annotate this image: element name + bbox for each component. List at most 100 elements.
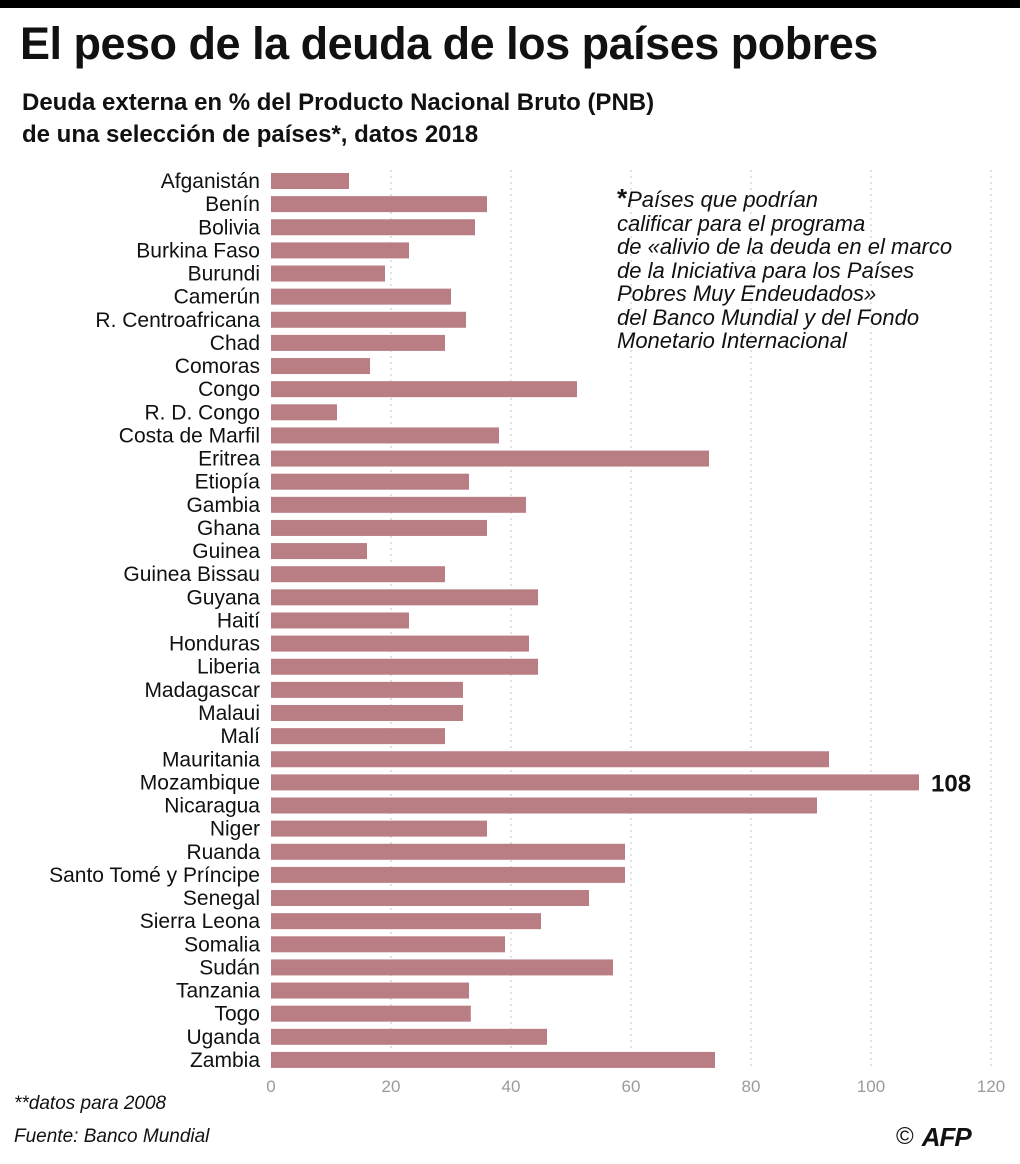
category-label: Guinea [192,540,260,563]
category-label: Togo [214,1003,260,1026]
category-label: Mauritania [162,748,260,771]
category-label: Sudán [199,956,260,979]
bar [271,751,829,768]
category-label: Ghana [197,517,260,540]
chart-subtitle: Deuda externa en % del Producto Nacional… [22,87,654,151]
afp-logo: AFP [921,1121,972,1152]
category-label: Bolivia [198,216,260,239]
x-tick-label: 80 [742,1077,761,1096]
category-label: Nicaragua [164,795,260,818]
bar [271,566,445,583]
category-label: Haití [217,609,260,632]
bar [271,589,538,606]
bar [271,496,526,513]
category-label: Somalia [184,933,260,956]
bar [271,959,613,976]
x-tick-label: 20 [382,1077,401,1096]
top-rule [0,0,1020,8]
bar [271,866,625,883]
category-label: Madagascar [144,679,260,702]
category-label: Costa de Marfil [119,424,260,447]
bar [271,288,451,305]
x-tick-label: 0 [266,1077,275,1096]
category-label: Congo [198,378,260,401]
footnote: **datos para 2008 [14,1093,167,1114]
bar [271,982,469,999]
bar [271,612,409,629]
source-note: Fuente: Banco Mundial [14,1126,210,1147]
bar [271,1005,471,1022]
category-label: Niger [210,818,260,841]
x-tick-label: 40 [502,1077,521,1096]
category-label: Santo Tomé y Príncipe [49,864,260,887]
bar [271,543,367,560]
category-label: Sierra Leona [140,910,261,933]
category-label: Comoras [175,355,260,378]
category-label: Benín [205,193,260,216]
bar [271,728,445,745]
bar [271,820,487,837]
bar [271,797,817,814]
category-label: Uganda [186,1026,260,1049]
bar [271,173,349,189]
category-label: Gambia [186,494,260,517]
category-label: Zambia [190,1049,260,1072]
category-label: R. Centroafricana [95,309,260,332]
bar [271,404,337,421]
bar [271,774,919,791]
credit: © AFP [896,1121,972,1152]
x-tick-label: 120 [977,1077,1005,1096]
category-label: Guinea Bissau [123,563,260,586]
category-label: Burkina Faso [136,239,260,262]
bar [271,242,409,259]
copyright-icon: © [896,1123,914,1150]
bar [271,843,625,860]
category-label: Afganistán [161,170,260,193]
subtitle-line-1: Deuda externa en % del Producto Nacional… [22,89,655,116]
bar [271,890,589,907]
category-label: Camerún [174,286,260,309]
category-label: Ruanda [186,841,260,864]
bar [271,704,463,721]
bar [271,936,505,953]
bar [271,473,469,490]
category-label: Guyana [186,586,260,609]
subtitle-line-2: de una selección de países*, datos 2018 [22,121,479,148]
bar [271,196,487,213]
bar [271,219,475,236]
bar [271,1028,547,1045]
bar [271,265,385,282]
bar [271,1051,715,1068]
bar [271,334,445,351]
chart-title: El peso de la deuda de los países pobres [20,18,878,69]
note-asterisk: * [617,183,628,213]
bar [271,311,466,328]
category-label: R. D. Congo [144,401,260,424]
category-label: Mozambique [140,771,260,794]
bar [271,427,499,444]
bar [271,658,538,675]
category-label: Honduras [169,633,260,656]
bar [271,381,577,398]
category-label: Etiopía [195,471,261,494]
bar [271,681,463,698]
category-label: Malaui [198,702,260,725]
bar [271,913,541,930]
bar [271,358,370,375]
value-label: 108 [931,770,971,797]
category-label: Malí [220,725,260,748]
category-label: Tanzania [176,980,260,1003]
x-tick-label: 100 [857,1077,885,1096]
bar [271,519,487,536]
x-tick-label: 60 [622,1077,641,1096]
bar [271,450,709,467]
note-text: Países que podrían calificar para el pro… [617,187,953,353]
category-label: Burundi [188,263,260,286]
bar [271,635,529,652]
category-label: Senegal [183,887,260,910]
category-label: Liberia [197,656,260,679]
category-label: Eritrea [198,448,260,471]
category-label: Chad [210,332,260,355]
chart-note: *Países que podrían calificar para el pr… [617,185,1017,353]
